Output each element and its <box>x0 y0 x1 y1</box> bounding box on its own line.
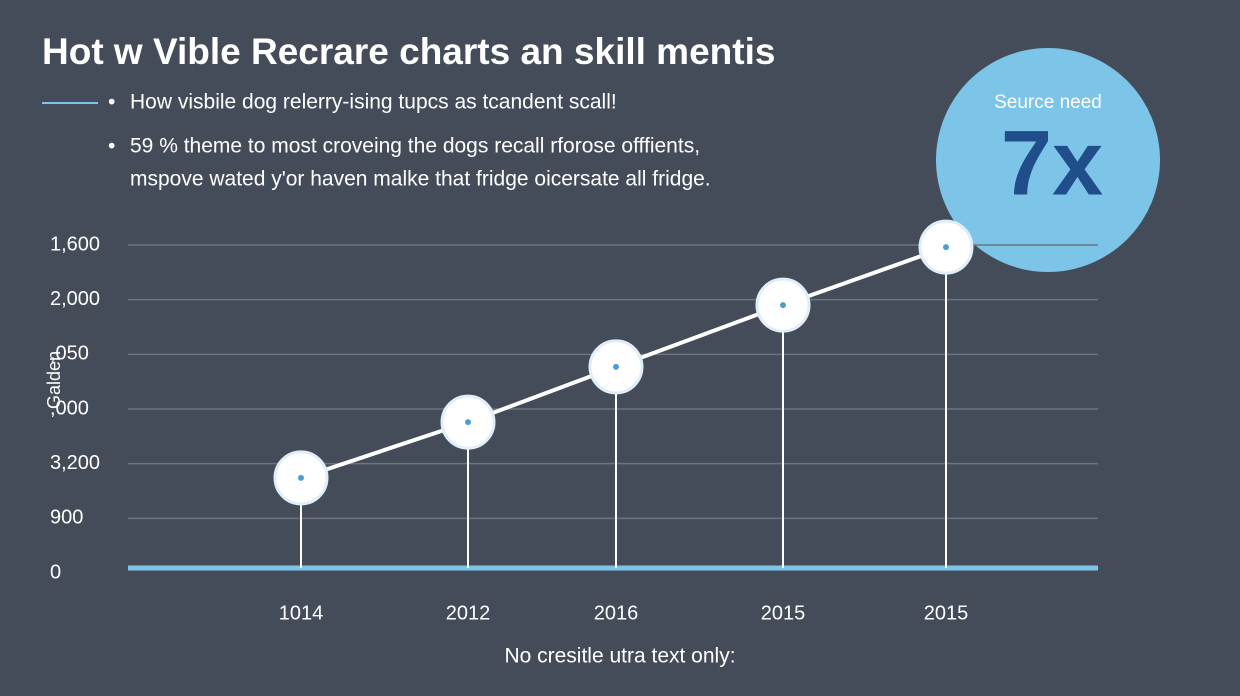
badge-value: 7x <box>1001 112 1103 214</box>
x-tick-label: 2015 <box>924 602 969 624</box>
point-dot <box>465 419 471 426</box>
y-axis-label: Galden <box>44 351 64 409</box>
y-tick-label: 900 <box>50 507 83 529</box>
bullet-text: 59 % theme to most croveing the dogs rec… <box>130 135 700 158</box>
y-tick-label: 1,600 <box>50 233 100 255</box>
x-tick-label: 2012 <box>446 602 491 624</box>
y-tick-label: 2,000 <box>50 288 100 310</box>
point-dot <box>780 302 786 309</box>
y-tick-label: 3,200 <box>50 452 100 474</box>
chart-title: Hot w Vible Recrare charts an skill ment… <box>42 31 775 72</box>
bullet-text: How visbile dog relerry-ising tupcs as t… <box>130 91 617 114</box>
x-tick-label: 2015 <box>761 602 806 624</box>
footer: No cresitle utra text only: <box>504 645 735 668</box>
badge <box>936 48 1160 272</box>
badge-label: Seurce need <box>994 92 1102 113</box>
point-dot <box>613 363 619 370</box>
point-dot <box>298 474 304 481</box>
bullet-dot: • <box>108 91 115 114</box>
point-dot <box>943 244 949 251</box>
y-tick-label: 0 <box>50 561 61 583</box>
x-tick-label: 1014 <box>279 602 324 624</box>
x-tick-label: 2016 <box>594 602 639 624</box>
bullet-text: mspove wated y'or haven malke that fridg… <box>130 168 711 191</box>
y-tick-label: ,050 <box>50 343 89 365</box>
y-tick-label: ,000 <box>50 397 89 419</box>
bullet-dot: • <box>108 135 115 158</box>
